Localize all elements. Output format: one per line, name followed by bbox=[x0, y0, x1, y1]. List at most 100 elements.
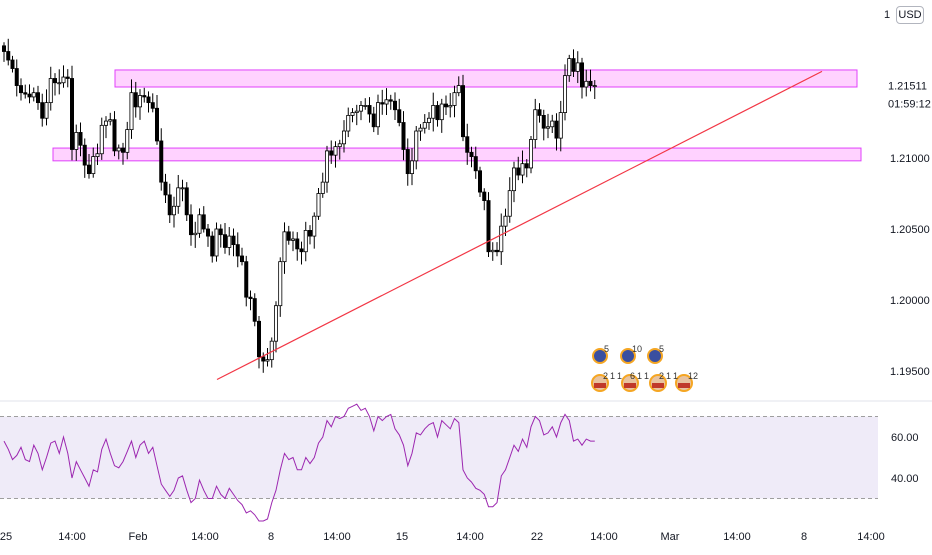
candle-down bbox=[210, 235, 215, 257]
event-marker-icon bbox=[592, 348, 608, 364]
candle-down bbox=[299, 248, 304, 253]
candle-down bbox=[159, 140, 164, 183]
candle-down bbox=[244, 261, 249, 298]
event-flag-stripe bbox=[652, 383, 664, 388]
price-pane[interactable]: 5 10 52 1 1 6 1 1 2 1 1 12 bbox=[2, 38, 862, 392]
candle-down bbox=[70, 78, 75, 150]
candle-up bbox=[503, 215, 508, 227]
candle-down bbox=[222, 234, 227, 248]
x-tick-label: 8 bbox=[801, 531, 807, 543]
candle-down bbox=[473, 156, 478, 172]
candle-up bbox=[125, 129, 130, 153]
candle-up bbox=[558, 112, 563, 139]
y-tick-label: 1.21000 bbox=[890, 153, 930, 165]
candle-down bbox=[167, 194, 172, 216]
x-tick-label: 22 bbox=[531, 531, 543, 543]
candle-up bbox=[337, 143, 342, 148]
candle-up bbox=[282, 231, 287, 263]
event-marker-count: 1 bbox=[617, 371, 622, 381]
candle-down bbox=[537, 109, 542, 116]
y-tick-label: 1.20000 bbox=[890, 295, 930, 307]
candle-up bbox=[358, 105, 363, 112]
event-marker-icon bbox=[647, 348, 663, 364]
candle-down bbox=[205, 228, 210, 237]
candle-up bbox=[431, 105, 436, 119]
x-tick-label: 14:00 bbox=[590, 531, 618, 543]
x-tick-label: 15 bbox=[396, 531, 408, 543]
candle-up bbox=[303, 230, 308, 253]
candle-up bbox=[520, 163, 525, 176]
rsi-y-tick-label: 60.00 bbox=[891, 432, 919, 444]
candle-up bbox=[312, 215, 317, 237]
event-marker-count: 1 bbox=[637, 371, 642, 381]
currency-selector-button[interactable]: USD bbox=[896, 6, 924, 24]
candle-up bbox=[278, 261, 283, 307]
candle-up bbox=[316, 193, 321, 217]
candle-down bbox=[516, 167, 521, 176]
candle-up bbox=[529, 139, 534, 169]
candle-up bbox=[333, 146, 338, 156]
candle-up bbox=[448, 105, 453, 108]
event-marker-count: 2 bbox=[659, 371, 664, 381]
candle-down bbox=[477, 170, 482, 193]
candle-up bbox=[575, 62, 580, 72]
candle-up bbox=[171, 205, 176, 216]
candle-down bbox=[133, 92, 138, 108]
candle-up bbox=[137, 95, 142, 108]
candle-down bbox=[112, 119, 117, 152]
x-tick-label: 14:00 bbox=[191, 531, 219, 543]
candle-up bbox=[426, 117, 431, 123]
candle-down bbox=[329, 150, 334, 156]
candle-up bbox=[354, 110, 359, 113]
candle-up bbox=[350, 112, 355, 116]
candle-up bbox=[265, 359, 270, 362]
x-tick-label: 14:00 bbox=[723, 531, 751, 543]
candle-down bbox=[2, 45, 7, 52]
candle-down bbox=[150, 102, 155, 109]
candle-up bbox=[197, 214, 202, 234]
candle-down bbox=[82, 144, 87, 166]
candle-down bbox=[571, 58, 576, 72]
candle-down bbox=[201, 214, 206, 230]
candle-down bbox=[188, 214, 193, 236]
candle-up bbox=[563, 75, 568, 113]
x-tick-label: Feb bbox=[129, 531, 148, 543]
candle-down bbox=[482, 191, 487, 202]
candle-down bbox=[78, 132, 83, 146]
x-tick-label: 14:00 bbox=[58, 531, 86, 543]
candle-down bbox=[252, 298, 257, 322]
candle-down bbox=[588, 80, 593, 86]
candle-down bbox=[307, 230, 312, 237]
trendline bbox=[216, 70, 823, 381]
candle-up bbox=[546, 126, 551, 129]
candle-up bbox=[363, 105, 368, 107]
candle-down bbox=[286, 231, 291, 241]
candle-down bbox=[380, 102, 385, 105]
candle-down bbox=[392, 100, 397, 111]
candle-up bbox=[375, 102, 380, 128]
candle-up bbox=[320, 181, 325, 194]
candle-up bbox=[422, 122, 427, 129]
candle-down bbox=[371, 113, 376, 128]
candle-up bbox=[44, 102, 49, 119]
rsi-pane[interactable] bbox=[0, 403, 878, 522]
event-marker-count: 1 bbox=[644, 371, 649, 381]
candle-up bbox=[346, 115, 351, 132]
event-flag-stripe bbox=[624, 383, 636, 388]
candle-down bbox=[261, 356, 266, 362]
candle-down bbox=[469, 151, 474, 157]
rsi-band bbox=[0, 416, 878, 499]
candle-up bbox=[567, 58, 572, 77]
candle-up bbox=[108, 119, 113, 122]
candle-up bbox=[129, 92, 134, 130]
event-marker-count: 5 bbox=[604, 344, 609, 354]
candle-up bbox=[31, 92, 36, 98]
candle-up bbox=[61, 76, 66, 84]
candle-down bbox=[405, 149, 410, 175]
x-tick-label: 8 bbox=[268, 531, 274, 543]
candle-down bbox=[53, 78, 58, 84]
current-price-label: 1.21511 bbox=[888, 80, 927, 92]
candle-down bbox=[367, 105, 372, 115]
